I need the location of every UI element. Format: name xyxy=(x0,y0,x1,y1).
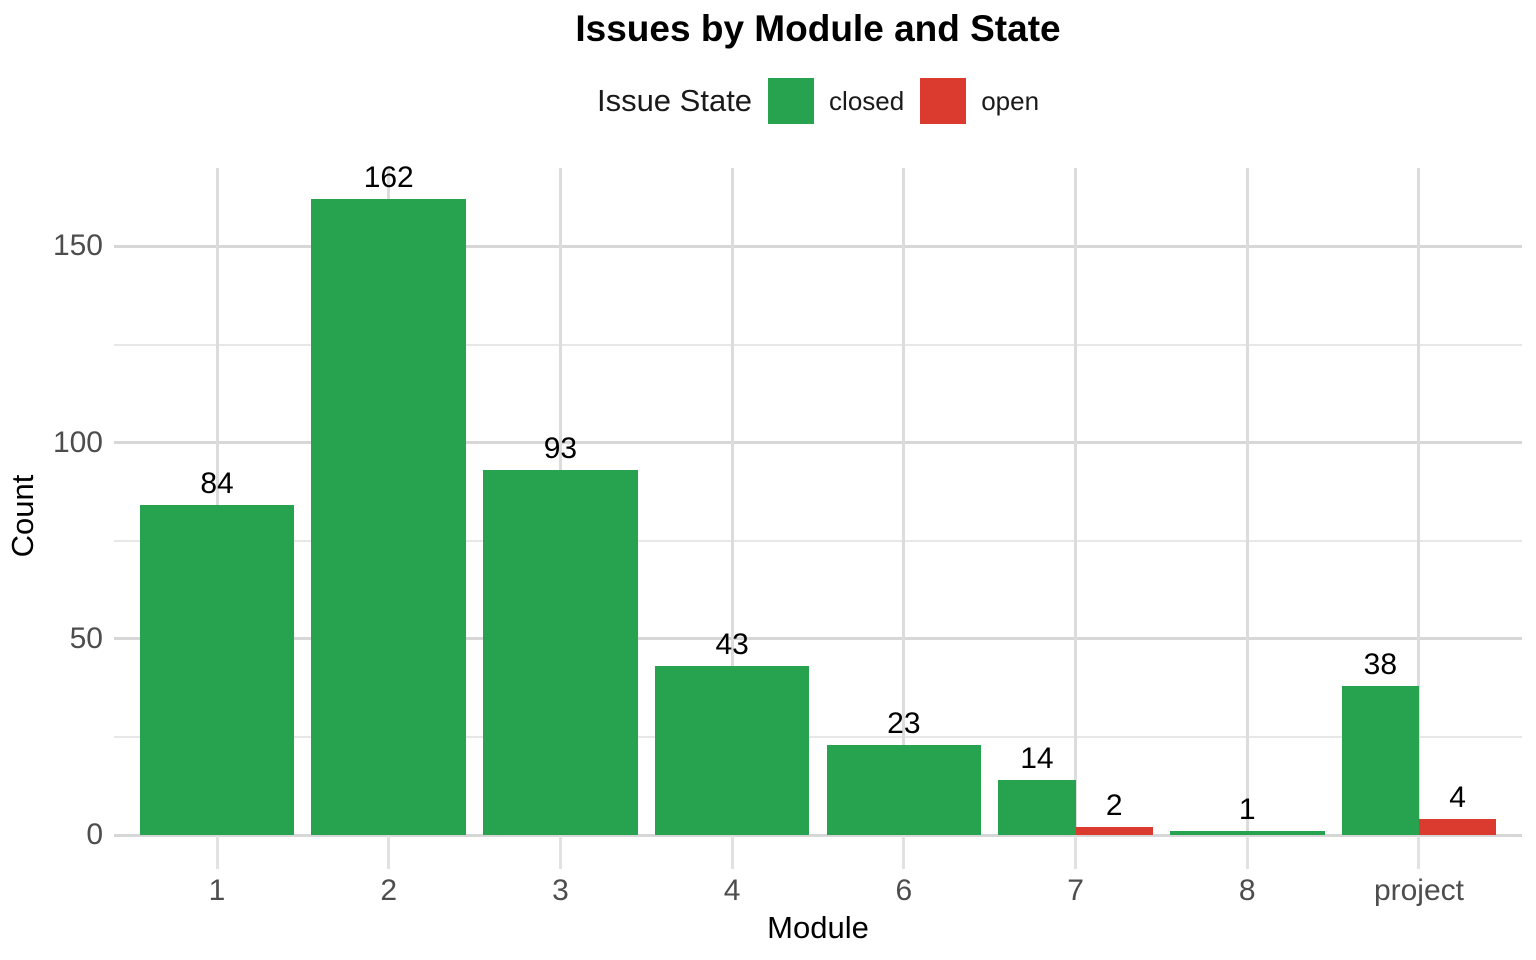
bar-value-7-closed: 14 xyxy=(1020,742,1054,776)
gridline-minor-125 xyxy=(114,343,1522,346)
bar-value-2-closed: 162 xyxy=(363,161,414,195)
bar-value-project-open: 4 xyxy=(1449,781,1466,815)
bar-value-3-closed: 93 xyxy=(543,432,578,466)
bar-1-closed xyxy=(139,505,295,835)
legend-label-open: open xyxy=(981,85,1040,116)
x-tick-3 xyxy=(558,836,562,869)
y-tick-label-150: 150 xyxy=(52,229,103,263)
x-tick-label-project: project xyxy=(1373,874,1464,907)
bar-project-closed xyxy=(1341,685,1419,835)
bar-value-7-open: 2 xyxy=(1105,789,1123,823)
x-tick-label-2: 2 xyxy=(380,874,398,907)
legend-label-closed: closed xyxy=(829,85,905,116)
y-tick-label-50: 50 xyxy=(69,621,103,655)
x-tick-4 xyxy=(730,836,734,869)
bar-2-closed xyxy=(311,199,466,835)
x-tick-label-3: 3 xyxy=(552,874,569,907)
gridline-major-150 xyxy=(114,244,1522,248)
gridline-major-50 xyxy=(114,637,1522,641)
bar-6-closed xyxy=(826,744,982,835)
bar-value-1-closed: 84 xyxy=(200,467,234,501)
open-swatch-icon xyxy=(920,78,967,124)
x-tick-project xyxy=(1417,836,1421,869)
chart-title: Issues by Module and State xyxy=(575,8,1061,49)
gridline-category-4 xyxy=(730,168,734,835)
x-tick-8 xyxy=(1245,836,1249,869)
x-tick-1 xyxy=(215,836,219,869)
legend-entry-open: open xyxy=(920,78,1039,124)
x-tick-7 xyxy=(1074,836,1078,869)
y-tick-label-0: 0 xyxy=(86,818,103,851)
y-axis-title: Count xyxy=(5,474,40,558)
x-axis-title: Module xyxy=(767,910,869,945)
x-tick-label-8: 8 xyxy=(1238,874,1256,907)
bar-7-closed xyxy=(998,780,1076,835)
legend: Issue State closed open xyxy=(114,76,1522,126)
closed-swatch-icon xyxy=(768,78,815,124)
gridline-major-100 xyxy=(114,441,1522,445)
bar-value-4-closed: 43 xyxy=(715,628,749,662)
gridline-category-8 xyxy=(1245,168,1249,835)
x-tick-label-7: 7 xyxy=(1067,874,1084,907)
gridline-category-7 xyxy=(1074,168,1078,835)
bar-7-open xyxy=(1075,827,1153,835)
bar-3-closed xyxy=(483,470,638,835)
y-tick-label-100: 100 xyxy=(52,425,103,459)
x-tick-label-4: 4 xyxy=(723,874,741,907)
x-tick-label-1: 1 xyxy=(208,874,226,907)
gridline-category-6 xyxy=(902,168,906,835)
plot-panel: 84 162 93 43 23 14 2 1 38 4 xyxy=(114,163,1522,837)
bar-project-open xyxy=(1418,819,1497,835)
gridline-minor-75 xyxy=(114,539,1522,542)
gridline-category-1 xyxy=(215,168,219,835)
bar-4-closed xyxy=(654,666,810,835)
bar-value-6-closed: 23 xyxy=(887,706,921,740)
x-tick-6 xyxy=(902,836,906,869)
gridline-minor-25 xyxy=(114,735,1522,738)
legend-title: Issue State xyxy=(596,83,753,118)
bar-8-closed xyxy=(1170,831,1325,835)
gridline-major-0 xyxy=(114,833,1522,837)
x-tick-2 xyxy=(387,836,391,869)
bar-value-project-closed: 38 xyxy=(1363,647,1398,681)
x-tick-label-6: 6 xyxy=(895,874,913,907)
bar-value-8-closed: 1 xyxy=(1238,793,1256,827)
gridline-category-project xyxy=(1417,168,1421,835)
legend-entry-closed: closed xyxy=(768,78,904,124)
